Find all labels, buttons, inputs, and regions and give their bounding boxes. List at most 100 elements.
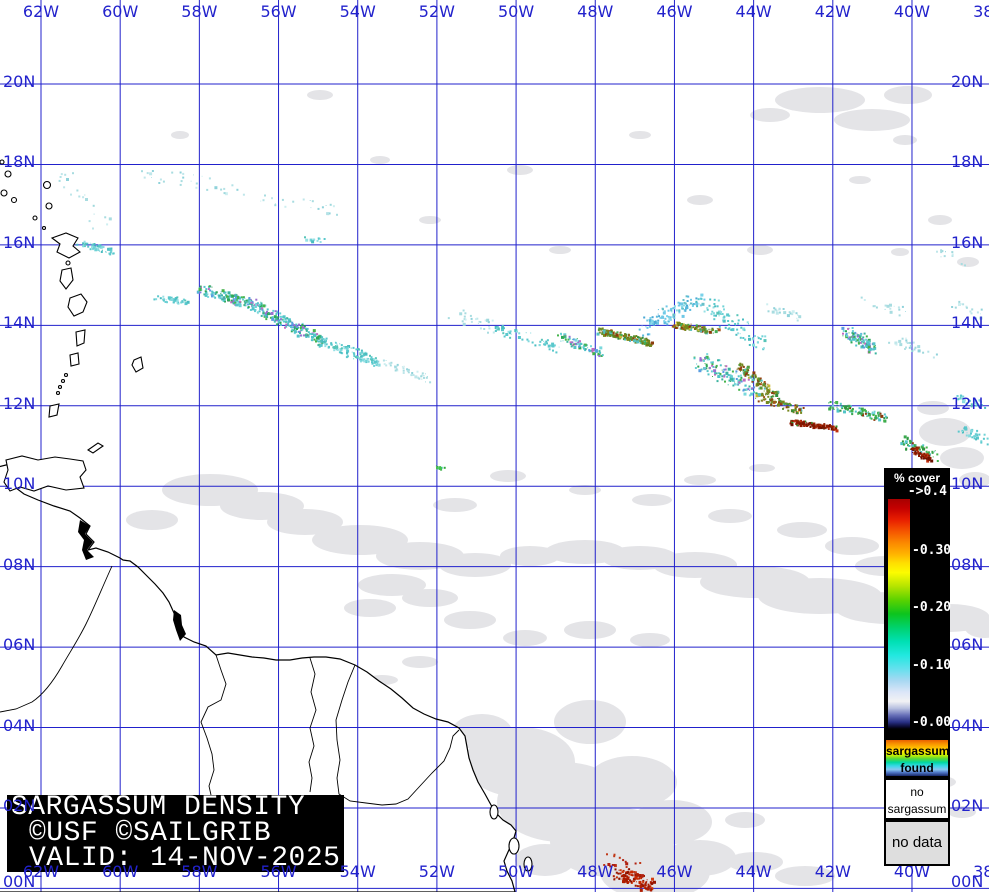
sargassum-dot [711,310,714,313]
cloud-patch [370,156,390,164]
sargassum-dot [641,336,644,339]
sargassum-dot [859,338,862,341]
sargassum-dot [714,330,718,334]
sargassum-dot [718,359,721,362]
sargassum-dot [502,332,505,335]
sargassum-dot [641,884,645,888]
sargassum-dot [633,339,637,343]
sargassum-dot [767,310,770,313]
sargassum-dot [746,375,748,377]
sargassum-dot [974,435,977,438]
sargassum-dot [708,328,710,330]
sargassum-dot [962,395,965,398]
sargassum-dot [713,314,716,317]
sargassum-dot [984,406,987,409]
sargassum-dot [732,384,735,387]
sargassum-dot [673,307,676,310]
sargassum-dot [319,340,322,343]
sargassum-dot [796,424,799,427]
sargassum-dot [743,388,746,391]
sargassum-dot [610,333,613,336]
sargassum-dot [298,330,301,333]
sargassum-dot [728,379,731,382]
sargassum-dot [204,293,208,297]
sargassum-dot [859,341,862,344]
sargassum-dot [634,876,637,879]
sargassum-dot [740,370,741,372]
sargassum-dot [732,377,735,380]
sargassum-dot [321,336,324,339]
sargassum-dot [861,338,864,341]
sargassum-dot [92,248,94,251]
sargassum-dot [874,352,877,355]
sargassum-dot [666,323,669,326]
sargassum-dot [356,355,357,357]
sargassum-dot [868,348,872,352]
cloud-patch [777,522,827,538]
cloud-patch [452,714,512,750]
sargassum-dot [649,885,651,888]
sargassum-dot [198,288,202,291]
sargassum-dot [496,326,499,329]
cloud-patch [684,475,716,485]
sargassum-dot [860,296,863,299]
sargassum-dot [627,869,629,871]
sargassum-dot [712,332,714,334]
legend-no-sargassum: no sargassum [884,778,950,820]
sargassum-dot [605,333,607,336]
sargassum-dot [611,331,615,335]
sargassum-dot [765,392,768,395]
sargassum-dot [726,374,728,375]
sargassum-dot [186,300,190,304]
sargassum-dot [912,341,915,344]
sargassum-dot [929,453,931,456]
sargassum-dot [635,873,639,877]
sargassum-dot [865,411,868,414]
sargassum-dot [215,291,218,294]
sargassum-dot [416,370,419,373]
sargassum-dot [692,303,695,305]
sargassum-dot [646,339,649,341]
sargassum-dot [162,180,165,183]
sargassum-dot [781,400,785,404]
sargassum-dot [796,317,798,319]
sargassum-dot [99,244,102,247]
sargassum-dot [599,346,603,350]
sargassum-dot [310,207,312,209]
sargassum-dot [459,312,463,316]
sargassum-dot [548,348,551,351]
sargassum-dot [717,299,720,302]
sargassum-dot [223,299,226,302]
sargassum-dot [509,330,512,333]
sargassum-streak [936,249,966,267]
sargassum-dot [775,309,778,312]
legend-title: % cover [893,471,941,485]
sargassum-dot [646,342,649,345]
sargassum-dot [704,356,706,359]
islet [55,390,61,396]
sargassum-dot [962,400,965,404]
sargassum-dot [173,299,176,302]
sargassum-dot [304,236,306,239]
sargassum-dot [775,311,779,315]
sargassum-dot [680,324,683,327]
sargassum-dot [912,452,914,453]
sargassum-dot [863,299,866,301]
sargassum-dot [180,180,183,183]
sargassum-dot [330,342,333,345]
sargassum-dot [813,423,816,426]
sargassum-dot [970,432,972,435]
sargassum-dot [290,330,293,333]
sargassum-dot [679,302,681,305]
sargassum-dot [208,285,211,288]
sargassum-dot [234,293,237,296]
legend-none-line1: no [910,785,924,799]
amazon-islet [489,804,499,820]
sargassum-dot [329,203,332,206]
sargassum-dot [255,304,258,307]
sargassum-dot [649,344,652,347]
sargassum-dot [255,303,258,306]
sargassum-dot [76,189,79,192]
sargassum-dot [82,196,85,199]
sargassum-dot [85,198,88,201]
